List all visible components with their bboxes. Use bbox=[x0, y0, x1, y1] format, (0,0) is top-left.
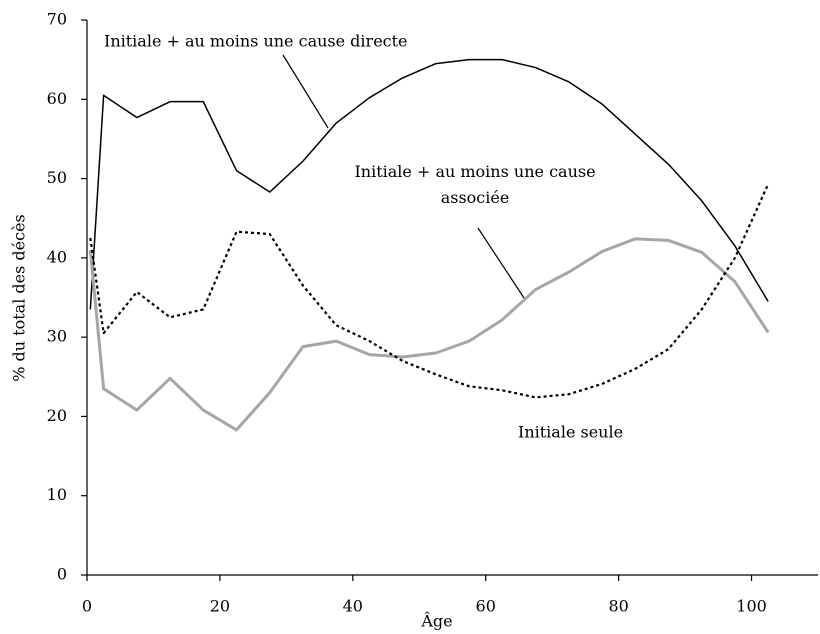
x-tick-label: 0 bbox=[82, 597, 92, 616]
x-tick-label: 60 bbox=[476, 597, 496, 616]
x-tick-label: 100 bbox=[736, 597, 767, 616]
y-tick-label: 40 bbox=[47, 247, 67, 266]
series-line bbox=[88, 237, 770, 432]
y-tick-label: 30 bbox=[47, 327, 67, 346]
y-tick-label: 0 bbox=[57, 565, 67, 584]
series-label: Initiale + au moins une cause directe bbox=[104, 32, 408, 51]
leader-line bbox=[282, 54, 329, 129]
x-tick-label: 40 bbox=[343, 597, 363, 616]
x-axis-label: Âge bbox=[420, 611, 452, 631]
y-axis-label: % du total des décès bbox=[10, 214, 29, 382]
series-label-box: Initiale + au moins une cause associée bbox=[354, 162, 596, 207]
x-tick-label: 80 bbox=[608, 597, 628, 616]
y-tick-label: 70 bbox=[47, 10, 67, 29]
series-line bbox=[89, 183, 770, 399]
y-tick-label: 60 bbox=[47, 89, 67, 108]
y-tick-label: 10 bbox=[47, 485, 67, 504]
series-label: Initiale seule bbox=[518, 423, 623, 442]
x-tick-label: 20 bbox=[210, 597, 230, 616]
series-label: Initiale + au moins une cause associée bbox=[354, 162, 596, 207]
series-line bbox=[89, 58, 769, 310]
y-tick-label: 20 bbox=[47, 406, 67, 425]
leader-line bbox=[477, 227, 525, 299]
y-tick-label: 50 bbox=[47, 168, 67, 187]
